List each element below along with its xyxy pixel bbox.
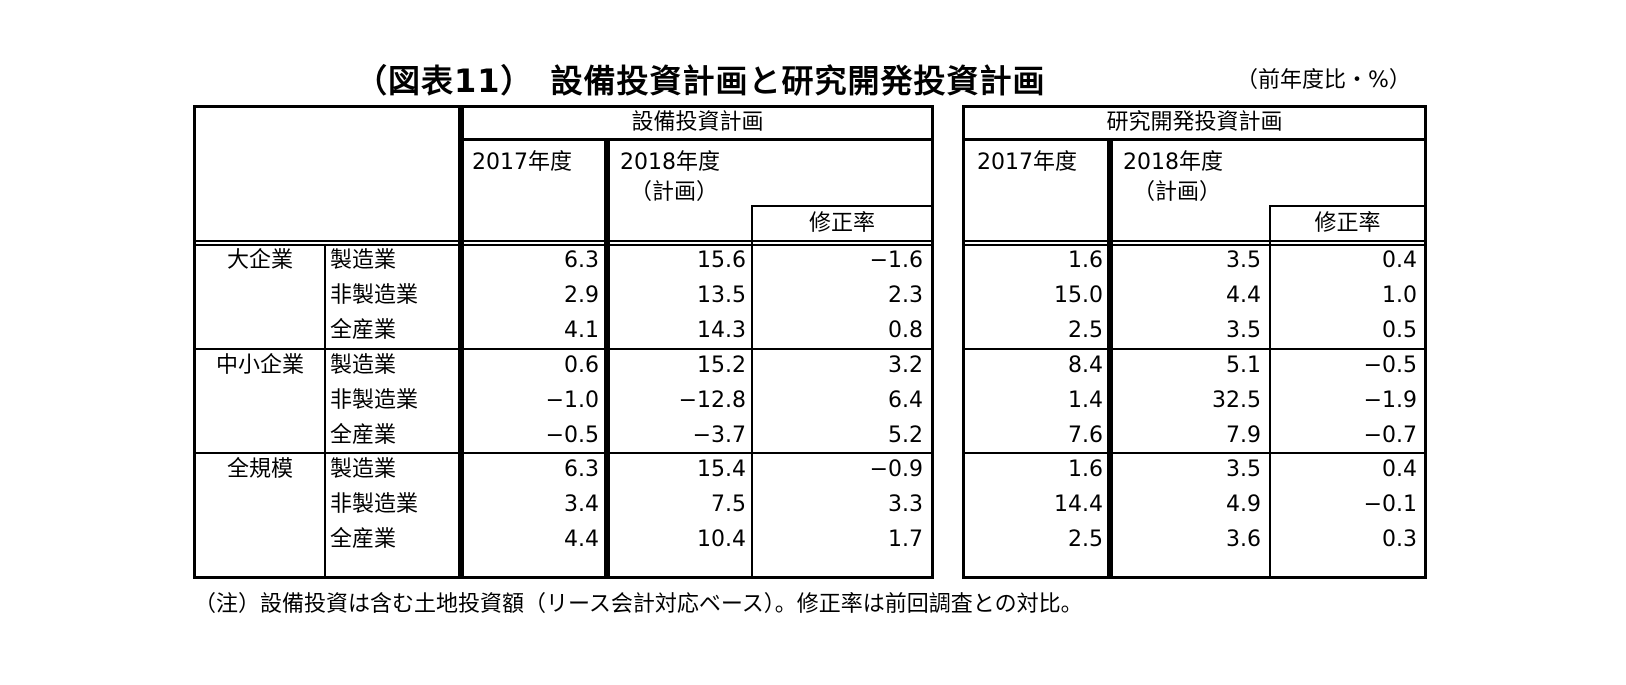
industry-label: 全産業 <box>330 423 397 448</box>
capex-2017-cell: 6.3 <box>564 248 599 273</box>
capex-col-2017: 2017年度 <box>472 150 572 175</box>
footnote: （注）設備投資は含む土地投資額（リース会計対応ベース）。修正率は前回調査との対比… <box>194 592 1083 617</box>
unit-label: （前年度比・%） <box>1236 68 1411 93</box>
capex-header: 設備投資計画 <box>631 110 764 135</box>
capex-revision-cell: 0.8 <box>888 318 923 343</box>
rnd-revision-cell: −0.1 <box>1363 492 1417 517</box>
rnd-2018-cell: 32.5 <box>1212 388 1261 413</box>
capex-2017-cell: 0.6 <box>564 353 599 378</box>
rnd-2017-cell: 1.6 <box>1068 457 1103 482</box>
capex-revision-cell: 6.4 <box>888 388 923 413</box>
rnd-table: 研究開発投資計画 2017年度 2018年度 （計画） 修正率 1.6 15.0… <box>962 105 1427 579</box>
group-label-sme: 中小企業 <box>215 353 304 378</box>
capex-revision-cell: 3.3 <box>888 492 923 517</box>
group-label-large: 大企業 <box>226 248 293 273</box>
capex-2017-cell: 4.4 <box>564 527 599 552</box>
capex-2017-cell: 2.9 <box>564 283 599 308</box>
capex-col-revision: 修正率 <box>808 211 875 236</box>
rnd-2017-cell: 1.6 <box>1068 248 1103 273</box>
rnd-col-2017: 2017年度 <box>977 150 1077 175</box>
rnd-revision-cell: 0.3 <box>1382 527 1417 552</box>
rnd-revision-cell: 0.4 <box>1382 457 1417 482</box>
group-label-all: 全規模 <box>226 457 293 482</box>
rnd-revision-cell: −0.5 <box>1363 353 1417 378</box>
capex-revision-cell: 1.7 <box>888 527 923 552</box>
rnd-2018-cell: 3.6 <box>1226 527 1261 552</box>
rnd-2018-cell: 3.5 <box>1226 457 1261 482</box>
capex-2018-cell: 15.2 <box>697 353 746 378</box>
rnd-revision-cell: 1.0 <box>1382 283 1417 308</box>
industry-label: 非製造業 <box>330 492 419 517</box>
capex-2018-cell: 7.5 <box>711 492 746 517</box>
rnd-2017-cell: 8.4 <box>1068 353 1103 378</box>
industry-label: 非製造業 <box>330 283 419 308</box>
capex-2018-cell: 13.5 <box>697 283 746 308</box>
rnd-2017-cell: 2.5 <box>1068 527 1103 552</box>
capex-revision-cell: 2.3 <box>888 283 923 308</box>
rnd-2018-cell: 7.9 <box>1226 423 1261 448</box>
rnd-col-2018: 2018年度 <box>1123 150 1223 175</box>
rnd-header: 研究開発投資計画 <box>1106 110 1283 135</box>
rnd-2018-cell: 4.9 <box>1226 492 1261 517</box>
capex-2017-cell: 6.3 <box>564 457 599 482</box>
rnd-2018-cell: 4.4 <box>1226 283 1261 308</box>
rnd-revision-cell: 0.4 <box>1382 248 1417 273</box>
capex-col-2018-sub: （計画） <box>630 180 719 205</box>
capex-2018-cell: 15.6 <box>697 248 746 273</box>
capex-2017-cell: 3.4 <box>564 492 599 517</box>
rnd-revision-cell: −0.7 <box>1363 423 1417 448</box>
capex-2018-cell: −12.8 <box>678 388 746 413</box>
capex-2018-cell: −3.7 <box>692 423 746 448</box>
capex-2018-cell: 15.4 <box>697 457 746 482</box>
capex-2017-cell: −1.0 <box>545 388 599 413</box>
capex-revision-cell: −0.9 <box>869 457 923 482</box>
capex-revision-cell: 5.2 <box>888 423 923 448</box>
rnd-revision-cell: 0.5 <box>1382 318 1417 343</box>
capex-2018-cell: 10.4 <box>697 527 746 552</box>
capex-table: 設備投資計画 2017年度 2018年度 （計画） 修正率 大企業 中小企業 全… <box>193 105 934 579</box>
rnd-2017-cell: 14.4 <box>1054 492 1103 517</box>
capex-2017-cell: −0.5 <box>545 423 599 448</box>
capex-revision-cell: −1.6 <box>869 248 923 273</box>
page-title: （図表11） 設備投資計画と研究開発投資計画 <box>355 62 1046 100</box>
rnd-2018-cell: 3.5 <box>1226 318 1261 343</box>
capex-2018-cell: 14.3 <box>697 318 746 343</box>
rnd-col-2018-sub: （計画） <box>1133 180 1222 205</box>
industry-label: 製造業 <box>330 248 397 273</box>
rnd-2017-cell: 15.0 <box>1054 283 1103 308</box>
industry-label: 全産業 <box>330 318 397 343</box>
rnd-2017-cell: 7.6 <box>1068 423 1103 448</box>
rnd-2017-cell: 1.4 <box>1068 388 1103 413</box>
capex-col-2018: 2018年度 <box>620 150 720 175</box>
industry-label: 全産業 <box>330 527 397 552</box>
rnd-col-revision: 修正率 <box>1314 211 1381 236</box>
rnd-2017-cell: 2.5 <box>1068 318 1103 343</box>
rnd-revision-cell: −1.9 <box>1363 388 1417 413</box>
industry-label: 非製造業 <box>330 388 419 413</box>
capex-revision-cell: 3.2 <box>888 353 923 378</box>
industry-label: 製造業 <box>330 353 397 378</box>
capex-2017-cell: 4.1 <box>564 318 599 343</box>
industry-label: 製造業 <box>330 457 397 482</box>
rnd-2018-cell: 5.1 <box>1226 353 1261 378</box>
rnd-2018-cell: 3.5 <box>1226 248 1261 273</box>
